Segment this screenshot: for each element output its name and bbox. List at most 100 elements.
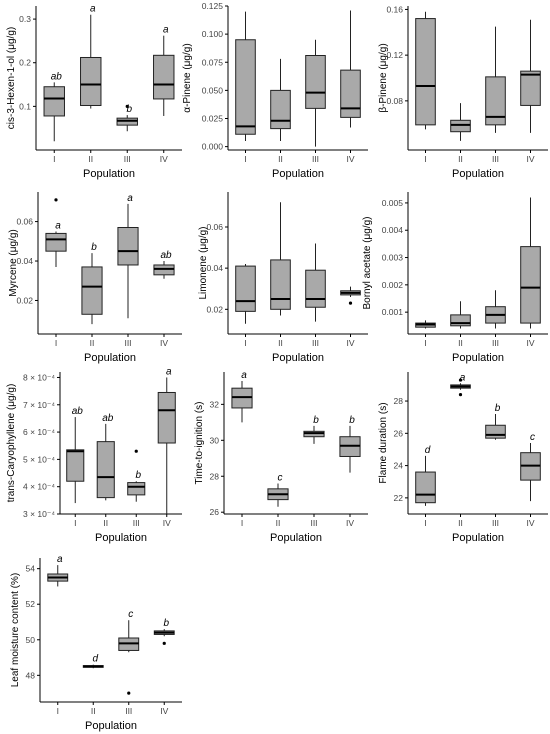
box-iqr	[415, 18, 436, 126]
x-tick-label: III	[124, 338, 131, 348]
significance-letter: a	[57, 554, 63, 565]
box-II: b	[81, 242, 103, 325]
x-tick-label: I	[244, 338, 246, 348]
y-tick-label: 0.02	[206, 304, 223, 314]
x-tick-label: II	[103, 518, 108, 528]
x-tick-label: IV	[346, 338, 354, 348]
box-III: b	[127, 449, 146, 502]
significance-letter: a	[460, 372, 466, 383]
box-IV: c	[520, 432, 541, 502]
box-III: b	[485, 403, 506, 440]
x-tick-label: III	[492, 518, 499, 528]
box-III	[485, 26, 506, 133]
y-tick-label: 0.06	[16, 217, 33, 227]
x-tick-label: I	[244, 154, 246, 164]
x-tick-label: III	[124, 154, 131, 164]
box-iqr	[305, 269, 326, 308]
y-tick-label: 0.06	[206, 222, 223, 232]
significance-letter: b	[495, 403, 501, 414]
y-tick-label: 22	[394, 493, 404, 503]
box-iqr	[66, 449, 85, 482]
y-tick-label: 0.04	[206, 263, 223, 273]
box-I	[415, 11, 436, 130]
significance-letter: ab	[102, 413, 114, 424]
y-tick-label: 26	[394, 428, 404, 438]
box-iqr	[520, 70, 541, 106]
x-tick-label: III	[133, 518, 140, 528]
box-III: b	[303, 415, 325, 444]
y-tick-label: 0.1	[19, 101, 31, 111]
y-tick-label: 7 × 10⁻⁴	[23, 400, 55, 410]
x-tick-label: I	[57, 706, 59, 716]
y-tick-label: 0.004	[382, 225, 404, 235]
y-axis-title: trans-Caryophyllene (μg/g)	[6, 384, 17, 503]
y-tick-label: 0.16	[386, 4, 403, 14]
box-iqr	[305, 55, 326, 109]
box-II	[450, 103, 471, 141]
x-tick-label: IV	[160, 154, 168, 164]
x-tick-label: IV	[346, 154, 354, 164]
x-tick-label: I	[53, 154, 55, 164]
box-IV: a	[157, 366, 176, 514]
significance-letter: a	[127, 193, 133, 204]
box-iqr	[127, 482, 146, 496]
y-axis-title: Limonene (μg/g)	[198, 226, 209, 299]
box-iqr	[270, 89, 291, 130]
y-tick-label: 0.02	[16, 295, 33, 305]
y-tick-label: 54	[26, 564, 36, 574]
x-axis-title: Population	[83, 168, 135, 180]
x-tick-label: II	[458, 338, 463, 348]
outlier-point	[162, 641, 166, 645]
x-tick-label: IV	[526, 338, 534, 348]
box-iqr	[270, 259, 291, 310]
box-IV: b	[153, 618, 175, 645]
x-axis-title: Population	[452, 352, 504, 364]
x-axis-title: Population	[84, 352, 136, 364]
x-tick-label: I	[424, 338, 426, 348]
x-tick-label: IV	[346, 518, 354, 528]
y-tick-label: 0.2	[19, 58, 31, 68]
box-IV	[520, 19, 541, 133]
y-tick-label: 0.002	[382, 280, 404, 290]
y-tick-label: 48	[26, 670, 36, 680]
x-tick-label: II	[276, 518, 281, 528]
box-IV: ab	[153, 250, 175, 279]
box-I	[235, 11, 256, 141]
x-tick-label: I	[424, 154, 426, 164]
y-axis-title: α-Pinene (μg/g)	[182, 43, 193, 112]
box-iqr	[450, 314, 471, 327]
y-tick-label: 3 × 10⁻⁴	[23, 509, 55, 519]
x-tick-label: II	[278, 338, 283, 348]
box-I	[415, 320, 436, 329]
y-axis-title: Bornyl acetate (μg/g)	[362, 216, 373, 309]
outlier-point	[127, 691, 131, 695]
box-iqr	[45, 232, 67, 252]
x-tick-label: III	[125, 706, 132, 716]
panel-7: 3 × 10⁻⁴ 4 × 10⁻⁴ 5 × 10⁻⁴ 6 × 10⁻⁴ 7 × 10⁻⁴…	[6, 366, 182, 544]
x-tick-label: I	[55, 338, 57, 348]
outlier-point	[54, 198, 58, 202]
box-II: a	[450, 372, 471, 397]
box-iqr	[96, 441, 115, 499]
x-tick-label: I	[241, 518, 243, 528]
box-iqr	[81, 266, 103, 315]
x-tick-label: IV	[526, 154, 534, 164]
box-III	[485, 290, 506, 329]
box-I: ab	[66, 406, 85, 504]
x-tick-label: I	[74, 518, 76, 528]
x-tick-label: III	[492, 338, 499, 348]
y-tick-label: 0.125	[202, 1, 224, 11]
y-tick-label: 0.08	[386, 96, 403, 106]
box-iqr	[235, 265, 256, 312]
y-tick-label: 0.003	[382, 253, 404, 263]
significance-letter: c	[278, 472, 283, 483]
box-II: c	[267, 472, 289, 507]
significance-letter: a	[163, 25, 169, 36]
significance-letter: ab	[51, 71, 63, 82]
